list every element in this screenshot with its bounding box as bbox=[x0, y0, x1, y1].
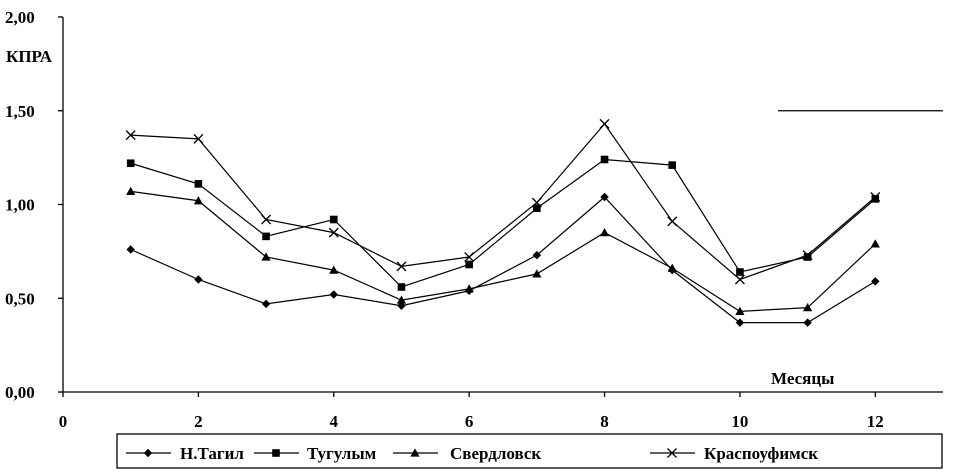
data-point bbox=[735, 318, 745, 327]
data-point bbox=[329, 215, 338, 224]
x-axis-label: Месяцы bbox=[771, 369, 834, 388]
legend-label: Краспоуфимск bbox=[704, 444, 818, 463]
data-point bbox=[261, 252, 271, 261]
y-tick-label: 1,50 bbox=[5, 102, 35, 121]
data-point bbox=[464, 252, 475, 262]
series-line bbox=[130, 158, 876, 288]
data-point bbox=[871, 195, 880, 203]
y-tick-label: 2,00 bbox=[5, 8, 35, 27]
legend-marker bbox=[410, 448, 420, 457]
x-tick-label: 0 bbox=[59, 412, 68, 431]
data-point bbox=[871, 277, 880, 286]
data-point bbox=[194, 180, 203, 188]
data-point bbox=[600, 192, 609, 202]
data-point bbox=[194, 275, 203, 284]
data-point bbox=[261, 299, 271, 309]
data-point bbox=[193, 133, 204, 144]
data-point bbox=[870, 239, 880, 248]
legend-marker bbox=[667, 448, 677, 458]
legend-item: Тугулым bbox=[254, 444, 377, 463]
data-point bbox=[126, 159, 135, 168]
data-point bbox=[396, 295, 407, 304]
data-point bbox=[667, 216, 678, 227]
x-tick-label: 6 bbox=[465, 412, 474, 431]
y-tick-label: 0,50 bbox=[5, 289, 35, 308]
data-point bbox=[736, 268, 744, 276]
x-tick-label: 4 bbox=[330, 412, 339, 431]
data-point bbox=[803, 253, 812, 261]
legend-box bbox=[116, 433, 943, 469]
series-4 bbox=[125, 118, 881, 285]
legend-marker bbox=[143, 448, 153, 458]
y-axis-label: КПРА bbox=[6, 47, 53, 66]
series-1 bbox=[126, 192, 880, 327]
data-point bbox=[599, 228, 610, 237]
series-line bbox=[130, 190, 876, 312]
series-2 bbox=[126, 155, 880, 291]
series-3 bbox=[126, 186, 880, 316]
y-tick-label: 1,00 bbox=[5, 196, 35, 215]
data-point bbox=[803, 318, 812, 327]
series-line bbox=[130, 122, 876, 281]
data-point bbox=[532, 250, 542, 260]
data-point bbox=[465, 260, 473, 269]
data-point bbox=[396, 261, 407, 272]
y-tick-label: 0,00 bbox=[5, 383, 35, 402]
data-point bbox=[803, 303, 813, 312]
legend-label: Тугулым bbox=[307, 444, 377, 463]
data-point bbox=[193, 196, 203, 205]
data-point bbox=[329, 290, 338, 299]
data-point bbox=[599, 118, 610, 129]
data-point bbox=[126, 245, 135, 254]
data-point bbox=[532, 269, 542, 278]
legend-item: Свердловск bbox=[393, 444, 541, 463]
data-point bbox=[667, 263, 677, 272]
data-point bbox=[125, 130, 136, 141]
data-point bbox=[261, 214, 272, 225]
data-point bbox=[600, 155, 609, 164]
data-point bbox=[464, 284, 474, 293]
data-point bbox=[735, 306, 745, 316]
data-point bbox=[329, 265, 339, 274]
legend: Н.Тагил Тугулым Свердловск Краспоуфимск bbox=[116, 433, 943, 469]
legend-label: Свердловск bbox=[450, 444, 541, 463]
data-point bbox=[533, 204, 541, 213]
x-tick-label: 8 bbox=[600, 412, 609, 431]
data-point bbox=[126, 186, 136, 196]
legend-label: Н.Тагил bbox=[180, 444, 244, 463]
data-point bbox=[397, 283, 406, 291]
data-point bbox=[328, 227, 339, 238]
legend-marker bbox=[272, 449, 280, 457]
data-point bbox=[531, 197, 542, 208]
legend-item: Н.Тагил bbox=[126, 444, 244, 463]
data-point bbox=[870, 192, 881, 202]
data-point bbox=[262, 232, 270, 241]
x-tick-label: 2 bbox=[194, 412, 203, 431]
data-point bbox=[668, 161, 677, 169]
data-point bbox=[802, 250, 813, 261]
data-point bbox=[734, 274, 745, 285]
x-tick-label: 12 bbox=[867, 412, 884, 431]
legend-item: Краспоуфимск bbox=[650, 444, 818, 463]
x-tick-label: 10 bbox=[731, 412, 748, 431]
series-line bbox=[130, 196, 876, 324]
